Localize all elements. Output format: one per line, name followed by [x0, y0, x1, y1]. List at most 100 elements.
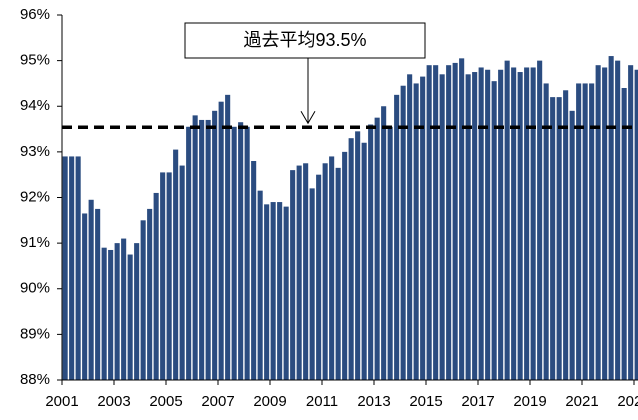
bar	[530, 67, 536, 380]
bar	[140, 220, 146, 380]
bar	[511, 67, 517, 380]
bar	[114, 243, 120, 380]
x-tick-label: 2007	[201, 393, 234, 410]
bar	[361, 142, 367, 380]
bar	[238, 122, 244, 380]
bar	[563, 90, 569, 380]
x-tick-label: 2003	[97, 393, 130, 410]
bar	[589, 83, 595, 380]
bar	[88, 199, 94, 380]
bar	[75, 156, 81, 380]
bar	[192, 115, 198, 380]
y-tick-label: 96%	[20, 6, 50, 23]
bar	[368, 124, 374, 380]
annotation-box	[184, 22, 426, 59]
bar	[628, 65, 634, 380]
bar	[426, 65, 432, 380]
x-tick-label: 2021	[565, 393, 598, 410]
bar	[387, 126, 393, 380]
bar	[173, 149, 179, 380]
bar	[329, 156, 335, 380]
bar	[452, 62, 458, 380]
bar	[537, 60, 543, 380]
bar	[69, 156, 75, 380]
bar	[199, 119, 205, 380]
y-tick-label: 89%	[20, 325, 50, 342]
bar	[244, 126, 250, 380]
bar	[413, 83, 419, 380]
y-tick-label: 93%	[20, 143, 50, 160]
x-tick-label: 2011	[306, 393, 338, 410]
bar	[504, 60, 510, 380]
bar	[296, 165, 302, 380]
x-tick-label: 2001	[45, 393, 78, 410]
bar	[121, 238, 127, 380]
bar	[166, 172, 172, 380]
bar	[485, 69, 491, 380]
bar	[257, 190, 263, 380]
y-tick-label: 95%	[20, 52, 50, 69]
bar	[394, 94, 400, 380]
y-tick-label: 90%	[20, 280, 50, 297]
bar	[335, 167, 341, 380]
bar	[576, 83, 582, 380]
bar	[524, 67, 530, 380]
bar	[95, 208, 101, 380]
bar	[264, 204, 270, 380]
bar	[400, 85, 406, 380]
bar	[290, 170, 296, 380]
bar	[602, 67, 608, 380]
bar	[439, 74, 445, 380]
bar	[433, 65, 439, 380]
bar	[348, 138, 354, 380]
y-tick-label: 94%	[20, 97, 50, 114]
bar	[621, 88, 627, 380]
bar	[556, 97, 562, 380]
bar	[303, 163, 309, 380]
bar	[446, 65, 452, 380]
bar	[543, 83, 549, 380]
bar	[420, 76, 426, 380]
bar	[608, 56, 614, 380]
y-tick-label: 92%	[20, 188, 50, 205]
bar	[374, 117, 380, 380]
bar	[459, 58, 465, 380]
bar	[478, 67, 484, 380]
bar	[322, 163, 328, 380]
bar	[160, 172, 166, 380]
bar	[355, 131, 361, 380]
bar	[179, 165, 185, 380]
bar	[62, 156, 68, 380]
x-tick-label: 2023	[617, 393, 638, 410]
bar	[309, 188, 315, 380]
bar	[218, 101, 224, 380]
bar	[205, 119, 211, 380]
bar	[517, 72, 523, 380]
bar	[491, 81, 497, 380]
x-tick-label: 2019	[513, 393, 546, 410]
bar	[101, 247, 107, 380]
bar	[342, 151, 348, 380]
y-tick-label: 88%	[20, 371, 50, 388]
bar	[316, 174, 322, 380]
x-tick-label: 2015	[409, 393, 442, 410]
bar	[251, 161, 257, 380]
bar	[569, 110, 575, 380]
bar	[407, 74, 413, 380]
x-tick-label: 2013	[357, 393, 390, 410]
bar	[381, 106, 387, 380]
bar	[82, 213, 88, 380]
bar	[472, 72, 478, 380]
bar	[582, 83, 588, 380]
bar	[186, 126, 192, 380]
x-tick-label: 2005	[149, 393, 182, 410]
bar	[134, 243, 140, 380]
bar	[498, 69, 504, 380]
y-tick-label: 91%	[20, 234, 50, 251]
bar	[231, 126, 237, 380]
bar	[270, 202, 276, 380]
bar	[108, 249, 114, 380]
x-tick-label: 2017	[461, 393, 494, 410]
bar	[153, 192, 159, 380]
